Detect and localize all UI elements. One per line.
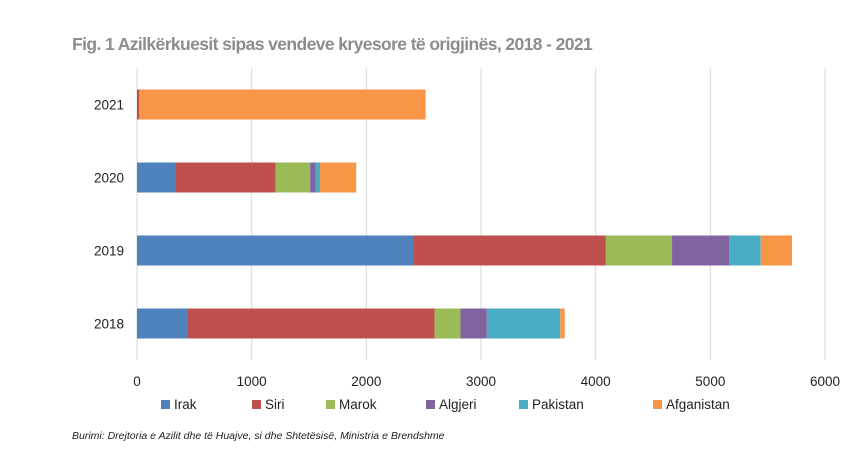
x-tick-label: 0 <box>133 374 141 389</box>
bar-siri-2021 <box>137 89 140 120</box>
y-tick-label: 2020 <box>94 171 124 186</box>
source-note: Burimi: Drejtoria e Azilit dhe të Huajve… <box>72 430 445 442</box>
bar-marok-2019 <box>605 235 673 266</box>
legend-swatch <box>426 400 435 409</box>
legend-swatch <box>161 400 170 409</box>
x-tick-label: 5000 <box>695 374 725 389</box>
bar-algjeri-2018 <box>460 308 487 339</box>
bar-pakistan-2018 <box>486 308 561 339</box>
bar-marok-2018 <box>434 308 461 339</box>
bar-afganistan-2021 <box>139 89 426 120</box>
bar-siri-2020 <box>175 162 276 193</box>
legend-swatch <box>653 400 662 409</box>
bar-algjeri-2019 <box>672 235 730 266</box>
bar-afganistan-2020 <box>320 162 357 193</box>
bar-pakistan-2020 <box>315 162 321 193</box>
legend-label: Algjeri <box>439 397 477 412</box>
x-tick-label: 3000 <box>466 374 496 389</box>
y-tick-label: 2021 <box>94 98 124 113</box>
legend-label: Marok <box>339 397 377 412</box>
bar-siri-2019 <box>413 235 606 266</box>
legend-label: Siri <box>265 397 285 412</box>
x-tick-label: 1000 <box>237 374 267 389</box>
bar-afganistan-2019 <box>760 235 792 266</box>
bar-algjeri-2020 <box>310 162 316 193</box>
legend-label: Irak <box>174 397 197 412</box>
y-tick-label: 2019 <box>94 244 124 259</box>
bar-afganistan-2018 <box>560 308 565 339</box>
legend-label: Pakistan <box>532 397 584 412</box>
bar-siri-2018 <box>187 308 435 339</box>
x-tick-label: 4000 <box>581 374 611 389</box>
legend-swatch <box>326 400 335 409</box>
bar-irak-2020 <box>137 162 176 193</box>
legend-swatch <box>519 400 528 409</box>
y-tick-label: 2018 <box>94 317 124 332</box>
bar-irak-2019 <box>137 235 414 266</box>
bar-irak-2018 <box>137 308 188 339</box>
x-tick-label: 6000 <box>810 374 840 389</box>
chart-title: Fig. 1 Azilkërkuesit sipas vendeve kryes… <box>72 34 593 54</box>
bar-marok-2020 <box>275 162 311 193</box>
legend-swatch <box>252 400 261 409</box>
legend-label: Afganistan <box>666 397 730 412</box>
x-tick-label: 2000 <box>351 374 381 389</box>
bar-pakistan-2019 <box>729 235 761 266</box>
